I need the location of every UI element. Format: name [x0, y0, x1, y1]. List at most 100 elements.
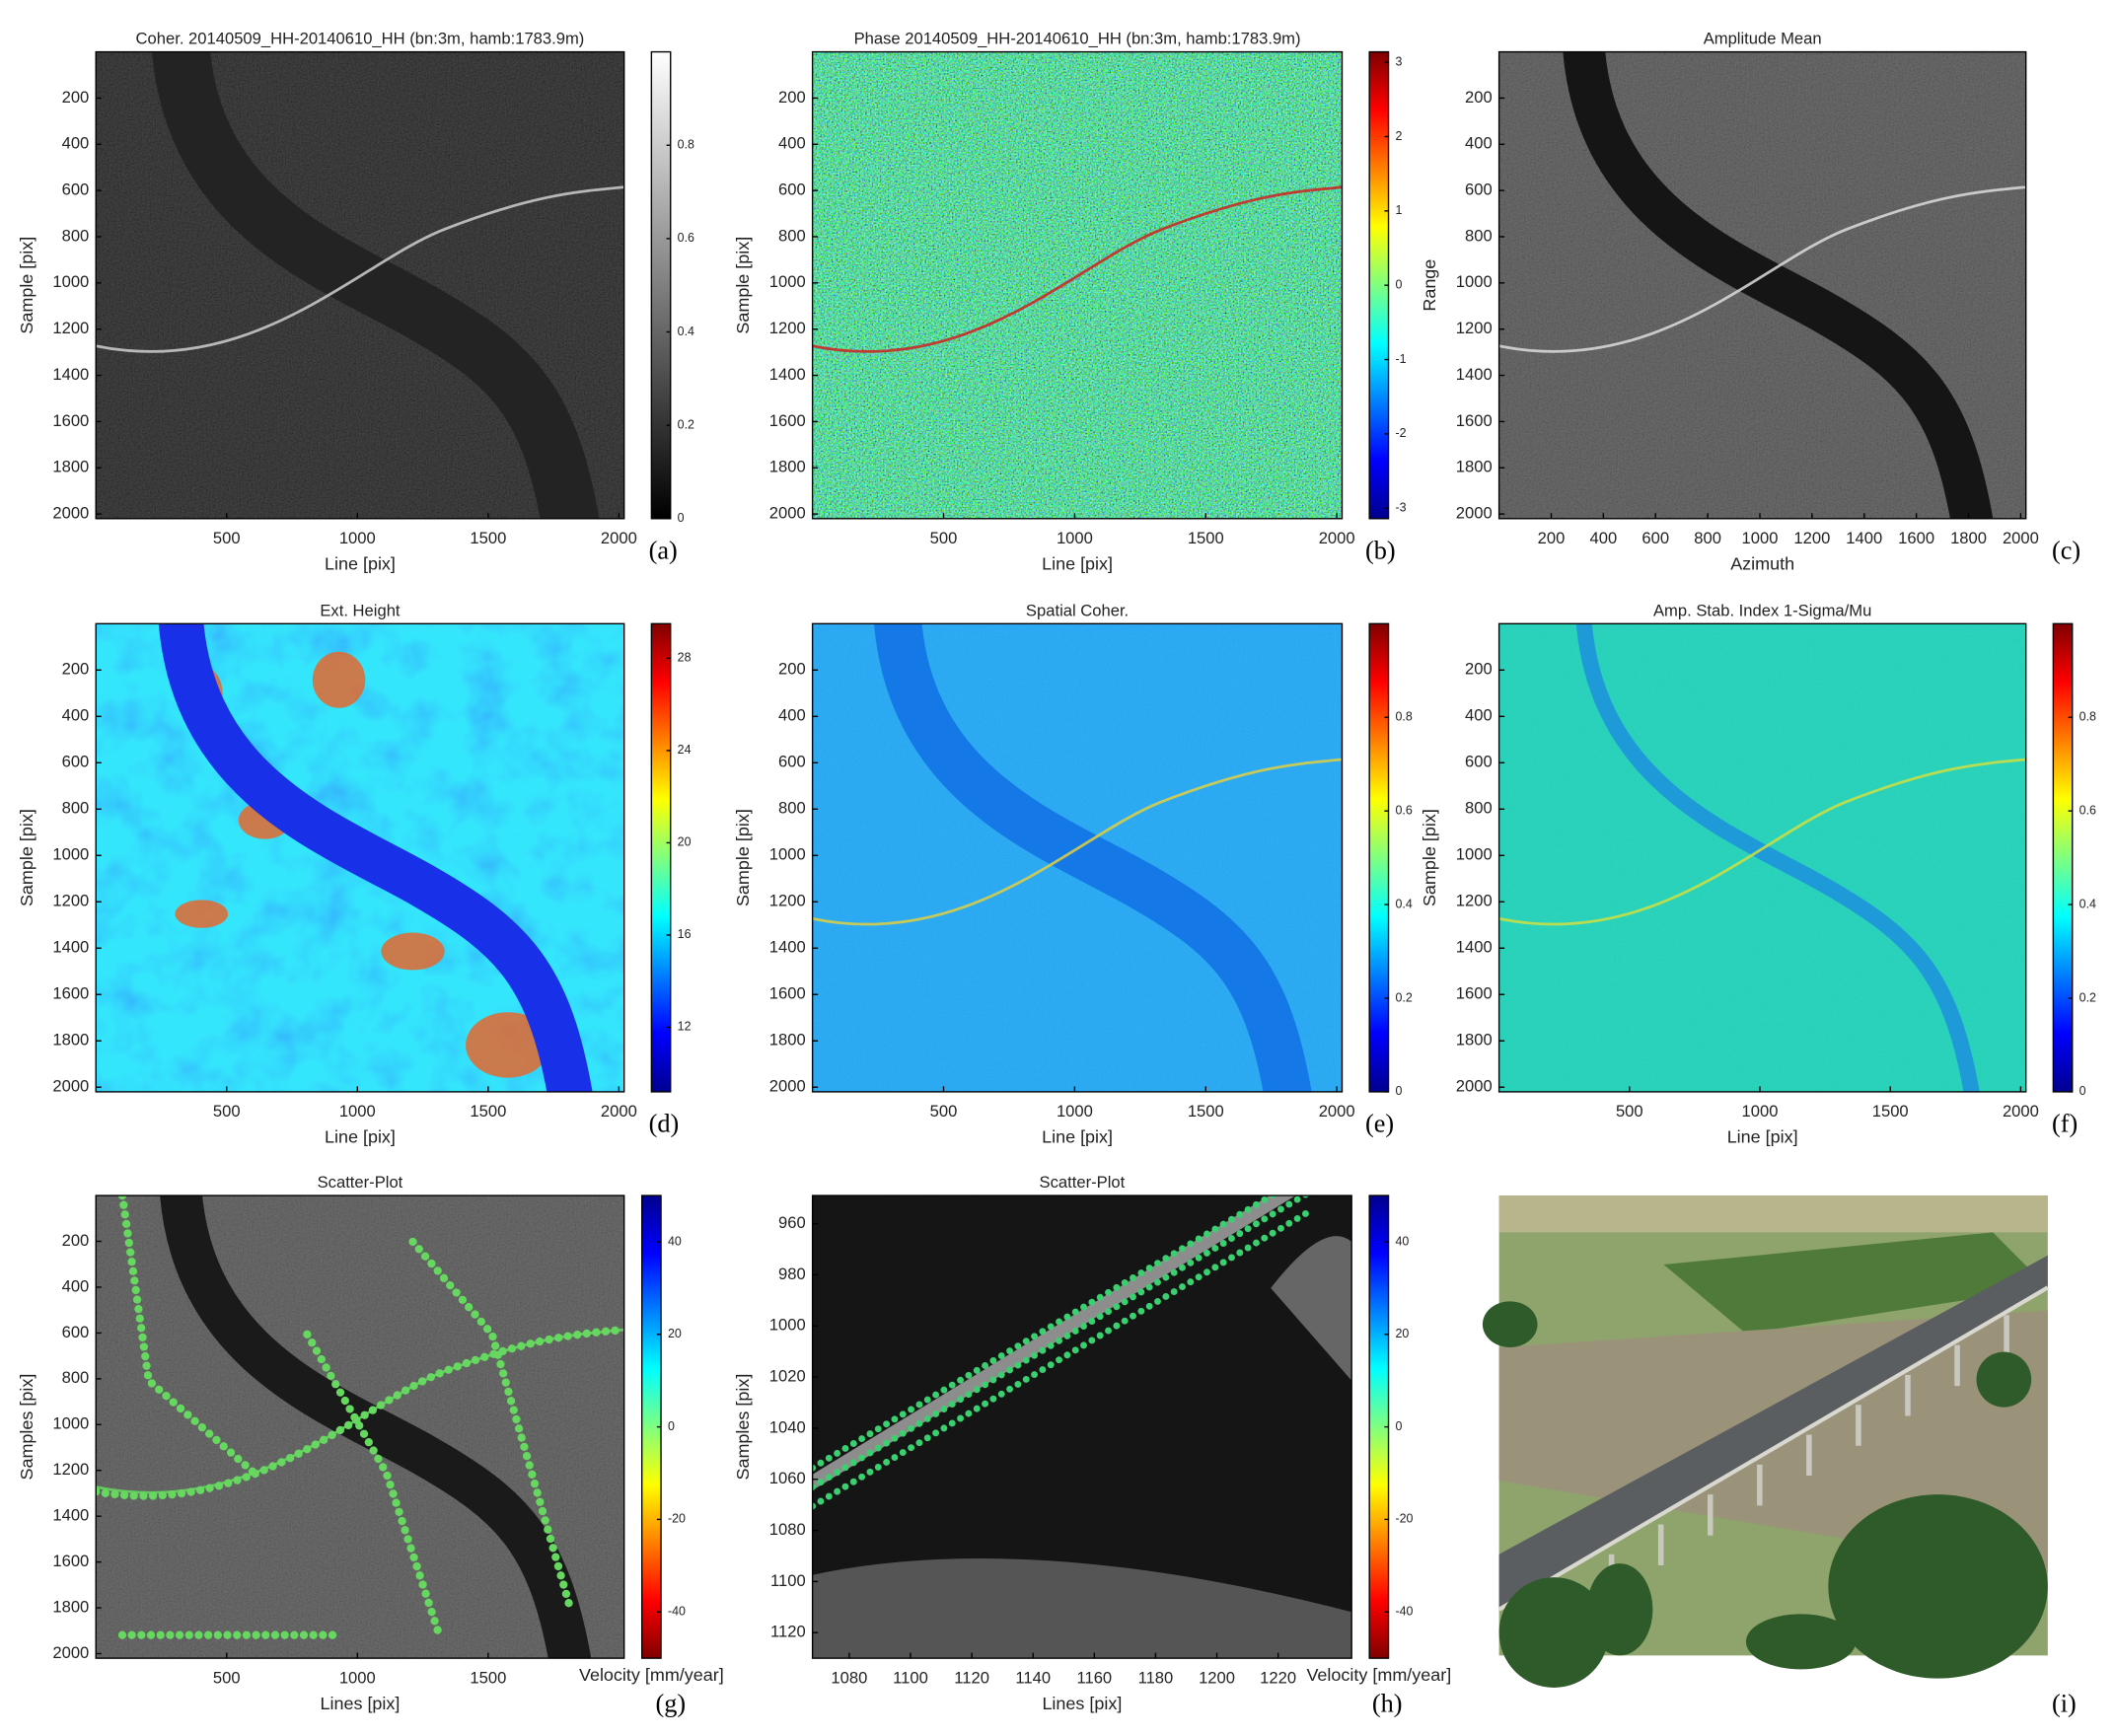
colorbar-tick-label: 0.4 — [2079, 897, 2096, 910]
image-shadow — [812, 1557, 1352, 1659]
colorbar-tick-label: 0.6 — [2079, 803, 2096, 817]
y-tick-label: 1600 — [52, 411, 89, 430]
x-tick-label: 2000 — [1319, 1102, 1355, 1121]
x-tick-label: 1000 — [339, 1102, 376, 1121]
y-tick-label: 1060 — [769, 1469, 806, 1487]
photo-pier — [1707, 1494, 1714, 1536]
y-tick-label: 1600 — [1456, 984, 1493, 1003]
colorbar-tick-label: 12 — [678, 1020, 692, 1034]
colorbar-tick-label: 28 — [678, 651, 692, 665]
y-tick-label: 1800 — [52, 458, 89, 476]
y-tick-label: 1000 — [769, 272, 806, 291]
colorbar-tick-label: 0.2 — [678, 417, 694, 431]
image-panel — [96, 1195, 624, 1659]
image-feature — [466, 1012, 550, 1078]
colorbar-tick-label: 40 — [668, 1234, 682, 1248]
y-tick-label: 1200 — [769, 892, 806, 910]
x-tick-label: 500 — [930, 529, 958, 547]
colorbar-tick-label: 0 — [1395, 1084, 1402, 1098]
y-tick-label: 2000 — [1456, 503, 1493, 522]
chart-title: Scatter-Plot — [318, 1173, 403, 1192]
y-tick-label: 1000 — [769, 845, 806, 864]
photo-pier — [1905, 1374, 1911, 1416]
colorbar-tick-label: 0.6 — [678, 231, 694, 245]
photo-tree — [1828, 1494, 2048, 1679]
y-tick-label: 1800 — [52, 1031, 89, 1049]
colorbar-tick-label: 24 — [678, 743, 692, 757]
photo-pier — [2004, 1315, 2009, 1356]
colorbar-tick-label: 0 — [678, 511, 685, 525]
x-tick-label: 1200 — [1793, 529, 1830, 547]
y-tick-label: 1600 — [769, 411, 806, 430]
colorbar-tick-label: 40 — [1395, 1234, 1409, 1248]
panel-label: (f) — [2052, 1110, 2078, 1138]
photo-pier — [1954, 1344, 1960, 1387]
x-tick-label: 500 — [1616, 1102, 1643, 1121]
colorbar-tick-label: 3 — [1395, 54, 1402, 68]
colorbar-tick-label: 1 — [1395, 203, 1402, 217]
y-tick-label: 600 — [1465, 753, 1493, 771]
image-overlay-points — [96, 1325, 624, 1500]
x-tick-label: 1140 — [1015, 1668, 1051, 1687]
x-tick-label: 1500 — [1872, 1102, 1909, 1121]
y-tick-label: 600 — [778, 753, 806, 771]
colorbar-tick-label: 0 — [1395, 277, 1402, 291]
image-river — [152, 51, 600, 519]
y-tick-label: 1200 — [769, 319, 806, 337]
photo-pier — [1856, 1405, 1861, 1446]
colorbar-tick-label: 16 — [678, 927, 692, 941]
x-tick-label: 500 — [213, 1102, 241, 1121]
image-overlay-points — [303, 1330, 444, 1639]
x-tick-label: 1400 — [1846, 529, 1882, 547]
x-axis-label: Line [pix] — [325, 1127, 396, 1147]
y-tick-label: 400 — [778, 706, 806, 725]
image-road — [1498, 758, 2026, 926]
colorbar-label: Velocity [mm/year] — [579, 1665, 724, 1685]
x-tick-label: 1500 — [470, 1668, 506, 1687]
image-road — [96, 185, 624, 353]
colorbar-tick-label: 0.4 — [1395, 897, 1412, 910]
colorbar-tick-label: -1 — [1395, 352, 1406, 366]
colorbar-tick-label: -20 — [668, 1512, 686, 1526]
y-tick-label: 600 — [1465, 181, 1493, 199]
colorbar — [1368, 622, 1390, 1093]
panel-label: (a) — [649, 536, 678, 564]
photo-bridge-edge — [1497, 1285, 2049, 1612]
y-axis-label: Sample [pix] — [733, 237, 753, 334]
y-tick-label: 1400 — [1456, 365, 1493, 384]
panel-label: (c) — [2052, 536, 2080, 564]
y-tick-label: 800 — [1465, 799, 1493, 818]
x-tick-label: 1000 — [1742, 1102, 1779, 1121]
x-axis-label: Line [pix] — [1042, 1127, 1113, 1147]
x-tick-label: 1500 — [470, 529, 506, 547]
y-tick-label: 1200 — [1456, 892, 1493, 910]
y-axis-label: Samples [pix] — [17, 1374, 36, 1481]
x-tick-label: 1120 — [954, 1668, 989, 1687]
image-panel — [812, 1195, 1352, 1659]
colorbar-tick-label: -2 — [1395, 426, 1406, 440]
colorbar-tick-label: 20 — [668, 1327, 682, 1340]
chart-title: Scatter-Plot — [1040, 1173, 1126, 1192]
y-tick-label: 1080 — [769, 1520, 806, 1539]
y-tick-label: 200 — [778, 88, 806, 107]
image-overlay-points — [812, 1208, 1312, 1510]
y-tick-label: 1200 — [52, 1460, 89, 1479]
x-tick-label: 400 — [1590, 529, 1618, 547]
image-river — [1575, 623, 1980, 1092]
image-panel — [1498, 623, 2026, 1092]
y-tick-label: 2000 — [52, 1077, 89, 1096]
colorbar — [2052, 622, 2074, 1093]
colorbar-tick-label: 2 — [1395, 129, 1402, 143]
image-panel — [812, 623, 1343, 1092]
colorbar-tick-label: 20 — [678, 835, 692, 849]
colorbar-tick-label: 0 — [1395, 1419, 1402, 1433]
colorbar-tick-label: -3 — [1395, 501, 1406, 515]
colorbar-tick-label: 0.8 — [2079, 710, 2096, 724]
x-tick-label: 1000 — [339, 1668, 376, 1687]
y-tick-label: 1000 — [52, 845, 89, 864]
axes-frame — [811, 1194, 1352, 1659]
axes-frame — [811, 50, 1344, 520]
y-tick-label: 400 — [1465, 706, 1493, 725]
y-tick-label: 1400 — [1456, 938, 1493, 957]
